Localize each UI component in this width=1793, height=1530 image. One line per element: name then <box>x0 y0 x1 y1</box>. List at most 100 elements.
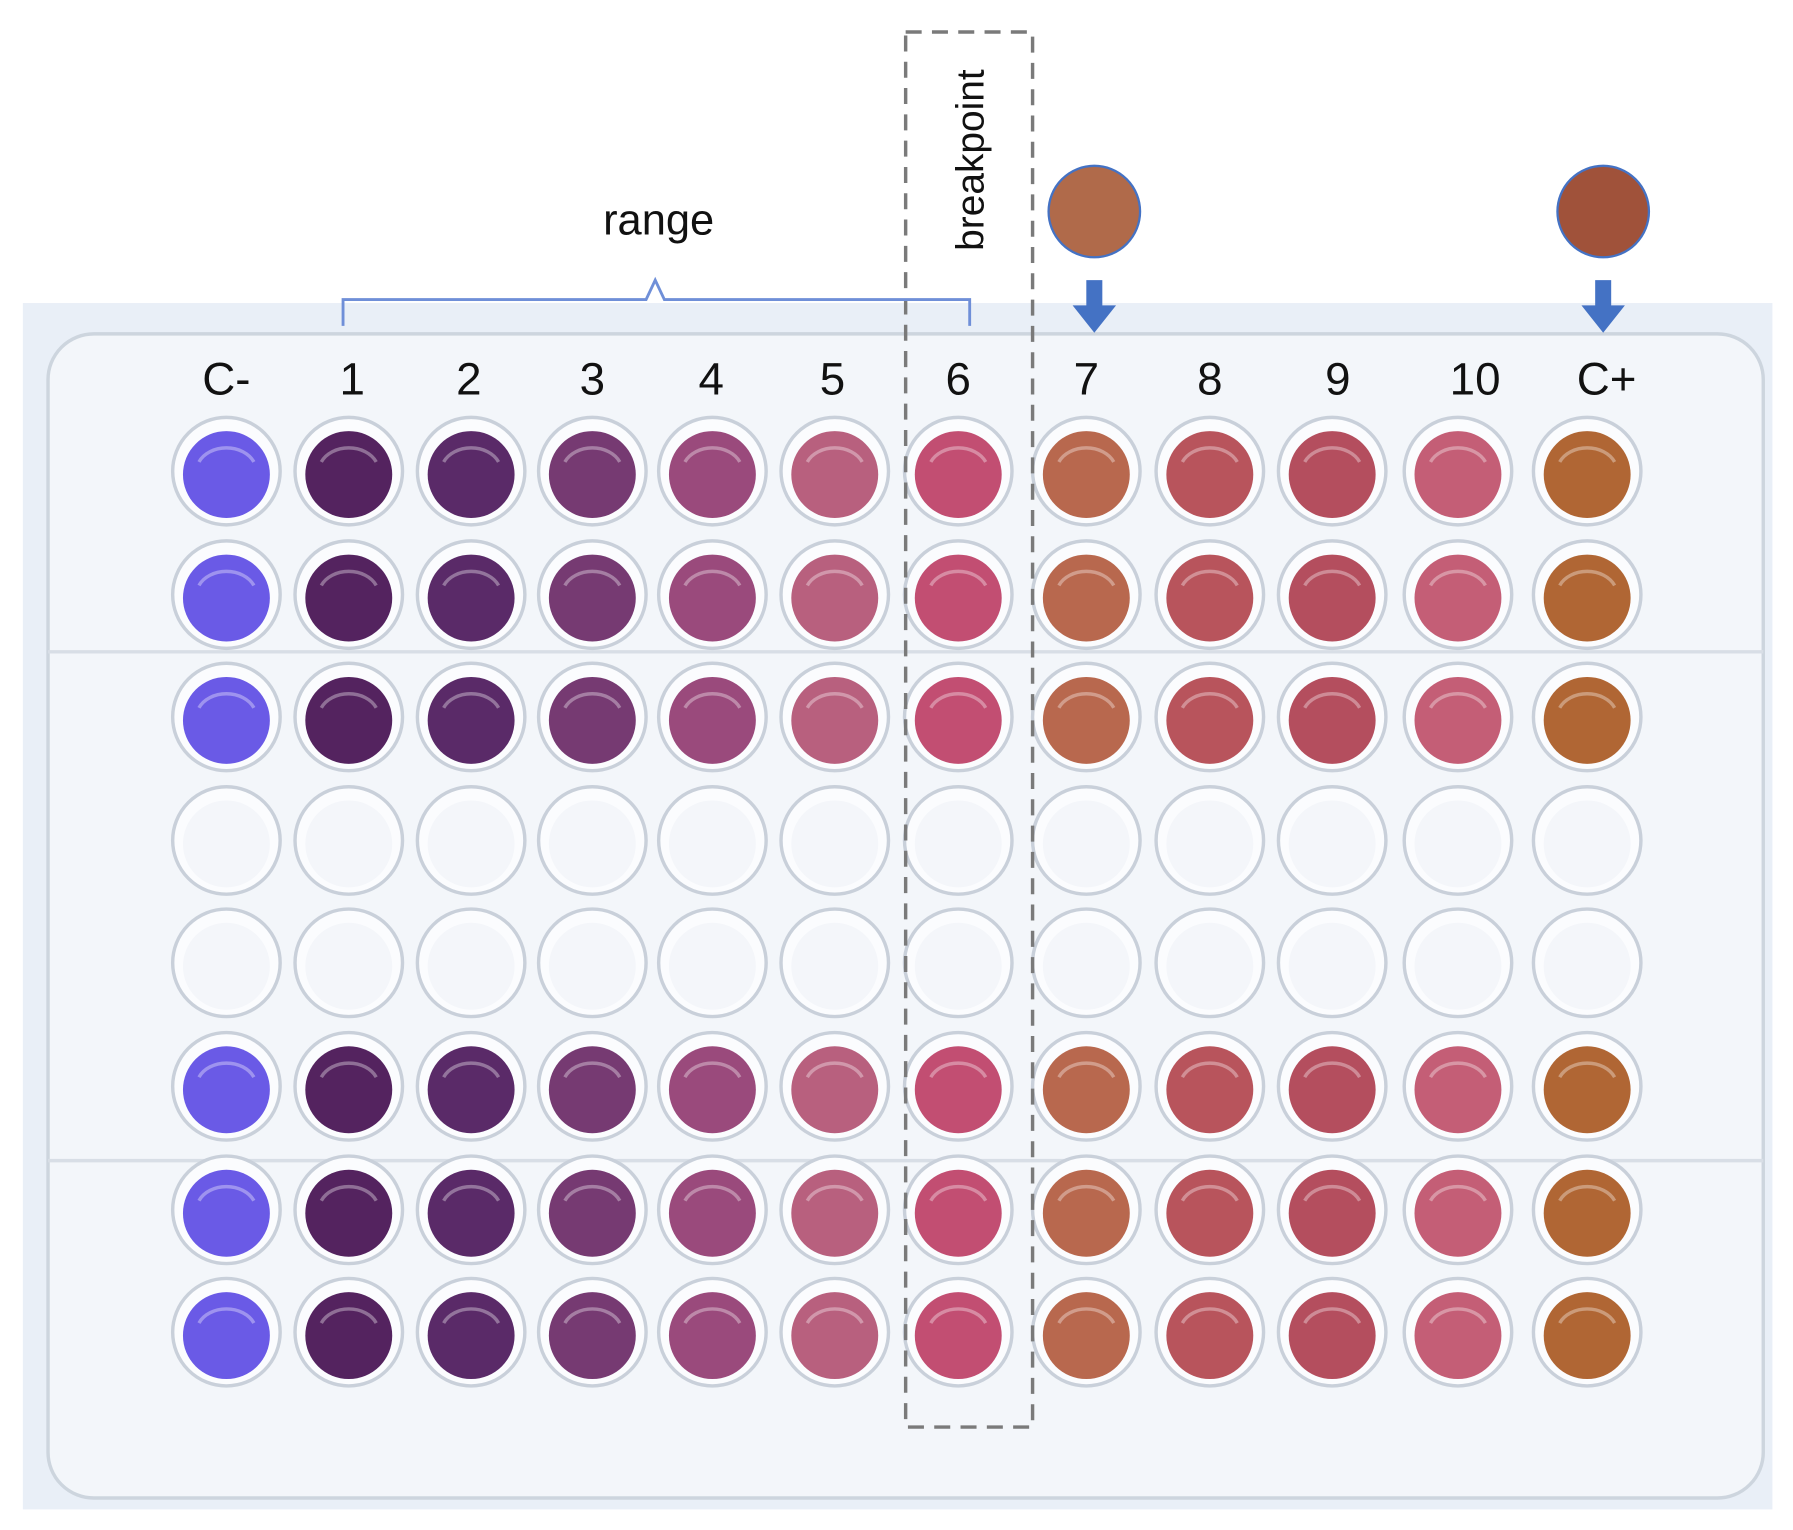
well-liquid <box>1543 431 1631 519</box>
well-liquid <box>1543 1169 1631 1257</box>
reference-color-circle-7 <box>1047 164 1142 259</box>
well <box>170 1154 282 1266</box>
well-liquid <box>427 1169 515 1257</box>
well <box>1030 1030 1142 1142</box>
column-label: 6 <box>946 354 971 405</box>
well <box>536 907 648 1019</box>
well-liquid <box>427 1046 515 1134</box>
well-liquid <box>1543 1046 1631 1134</box>
well-highlight <box>1180 569 1239 587</box>
well-highlight <box>1303 692 1362 709</box>
well <box>1402 661 1514 773</box>
well-highlight <box>1180 1061 1239 1079</box>
well-highlight <box>563 569 622 587</box>
well-liquid <box>1543 1292 1631 1380</box>
well <box>779 785 891 896</box>
well-liquid <box>1288 554 1376 642</box>
well-liquid <box>1288 676 1376 764</box>
well <box>1402 907 1514 1019</box>
well-highlight <box>683 1184 742 1202</box>
well-highlight <box>563 1307 622 1324</box>
well-liquid <box>1414 1292 1502 1380</box>
well-liquid <box>427 676 515 764</box>
well-liquid <box>1166 1046 1254 1134</box>
well <box>293 539 405 651</box>
well-liquid <box>1543 676 1631 764</box>
well-highlight <box>1180 692 1239 709</box>
column-labels: C- 1 2 3 4 5 6 7 8 9 10 C+ <box>202 354 1636 405</box>
well-empty <box>914 922 1002 1010</box>
well-highlight <box>805 1061 864 1079</box>
well-liquid <box>668 1292 756 1380</box>
well-highlight <box>929 569 988 587</box>
well <box>779 661 891 773</box>
well-liquid <box>1288 1292 1376 1380</box>
well <box>1276 415 1388 527</box>
well-empty <box>305 800 393 888</box>
well <box>1154 1154 1266 1266</box>
well-liquid <box>305 431 393 519</box>
well-liquid <box>548 1169 636 1257</box>
well-highlight <box>1057 446 1116 463</box>
well <box>1154 907 1266 1019</box>
well-empty <box>1042 922 1130 1010</box>
well <box>656 907 768 1019</box>
well <box>1276 661 1388 773</box>
well-highlight <box>442 1061 501 1079</box>
well-liquid <box>668 554 756 642</box>
well <box>1276 1276 1388 1388</box>
well <box>415 785 527 896</box>
well <box>1030 539 1142 651</box>
well-highlight <box>197 1061 256 1079</box>
well <box>170 415 282 527</box>
range-bracket <box>341 276 972 326</box>
well-highlight <box>683 446 742 463</box>
well-highlight <box>319 446 378 463</box>
well-liquid <box>791 554 879 642</box>
well <box>1276 907 1388 1019</box>
well-liquid <box>427 431 515 519</box>
column-label: 10 <box>1450 354 1501 405</box>
well-empty <box>1042 800 1130 888</box>
well-highlight <box>805 1184 864 1202</box>
well-liquid <box>1414 431 1502 519</box>
well-liquid <box>791 676 879 764</box>
well-liquid <box>548 1046 636 1134</box>
well-highlight <box>805 692 864 709</box>
well <box>1276 785 1388 896</box>
well <box>170 539 282 651</box>
well <box>902 907 1014 1019</box>
well <box>1030 661 1142 773</box>
well-highlight <box>1303 1307 1362 1324</box>
well-highlight <box>1057 692 1116 709</box>
well-highlight <box>319 569 378 587</box>
well-liquid <box>548 1292 636 1380</box>
well <box>1531 539 1643 651</box>
well-empty <box>182 800 270 888</box>
well-highlight <box>1429 1061 1487 1079</box>
well-liquid <box>914 554 1002 642</box>
arrow-down-icon <box>1581 280 1625 333</box>
well <box>1531 907 1643 1019</box>
well-highlight <box>805 569 864 587</box>
well-empty <box>668 922 756 1010</box>
well <box>415 539 527 651</box>
well <box>415 1154 527 1266</box>
column-label: 2 <box>456 354 481 405</box>
well-highlight <box>563 692 622 709</box>
well <box>170 661 282 773</box>
well <box>536 415 648 527</box>
well <box>1154 539 1266 651</box>
well <box>1154 785 1266 896</box>
well-liquid <box>1414 1169 1502 1257</box>
well <box>415 907 527 1019</box>
well <box>902 1030 1014 1142</box>
well-highlight <box>319 1061 378 1079</box>
well-liquid <box>305 554 393 642</box>
well-empty <box>1288 800 1376 888</box>
well-liquid <box>1288 1046 1376 1134</box>
well <box>779 1154 891 1266</box>
well-highlight <box>929 692 988 709</box>
well-grid <box>170 415 1643 1388</box>
